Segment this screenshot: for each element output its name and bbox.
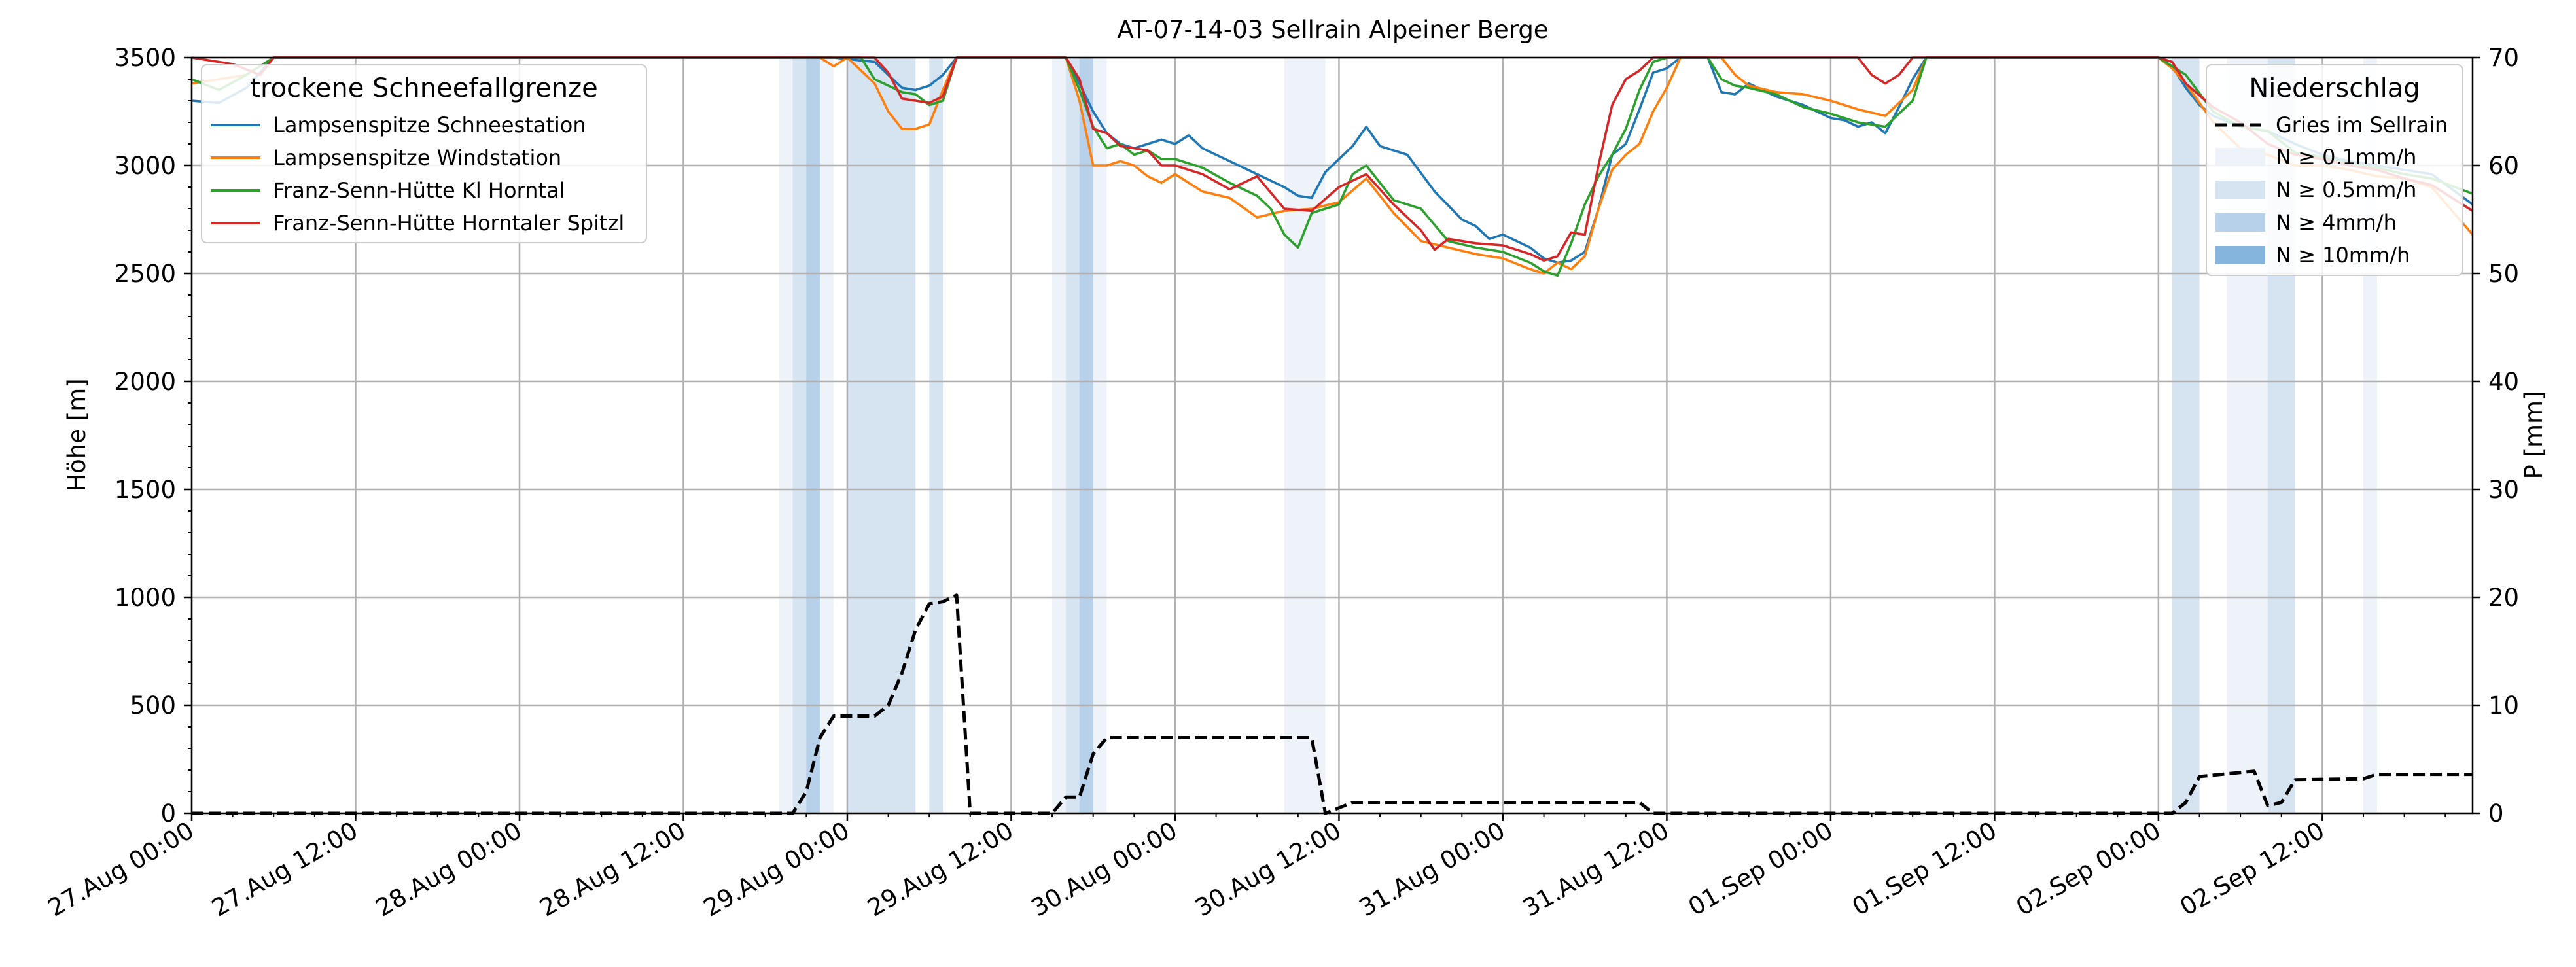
y-axis-left: 0 500 1000 1500 2000 2500 3000 3500 [115, 44, 192, 828]
legend-swatch [2215, 181, 2265, 199]
x-tick-label: 28.Aug 12:00 [535, 817, 690, 923]
legend-swatch [2215, 246, 2265, 264]
x-axis: 27.Aug 00:00 27.Aug 12:00 28.Aug 00:00 28.A… [43, 813, 2446, 923]
x-tick-label: 01.Sep 12:00 [1848, 817, 2002, 922]
y2-tick-label: 60 [2488, 152, 2519, 180]
y-tick-label: 3000 [115, 152, 176, 180]
legend-label: N ≥ 4mm/h [2276, 210, 2397, 235]
legend-swatch [2215, 148, 2265, 166]
y-axis-right: 0 10 20 30 40 50 60 70 [2473, 44, 2519, 828]
y2-tick-label: 20 [2488, 584, 2519, 612]
legend-label: Franz-Senn-Hütte Kl Horntal [273, 178, 565, 203]
y2-axis-label: P [mm] [2520, 391, 2548, 479]
y2-tick-label: 30 [2488, 476, 2519, 504]
precip-band [1079, 58, 1093, 813]
x-tick-label: 30.Aug 12:00 [1190, 817, 1346, 923]
legend-precipitation: Niederschlag Gries im Sellrain N ≥ 0.1mm/h… [2206, 64, 2463, 276]
x-tick-label: 29.Aug 12:00 [862, 817, 1018, 923]
precip-band [2172, 58, 2200, 813]
y2-tick-label: 50 [2488, 260, 2519, 288]
y-tick-label: 3500 [115, 44, 176, 72]
x-tick-label: 01.Sep 00:00 [1684, 817, 1837, 922]
y-tick-label: 2000 [115, 368, 176, 396]
precip-band [847, 58, 916, 813]
y-tick-label: 500 [130, 692, 176, 720]
legend-precipitation-title: Niederschlag [2249, 73, 2420, 103]
legend-label: Lampsenspitze Windstation [273, 145, 561, 170]
y-tick-label: 1500 [115, 476, 176, 504]
y-tick-label: 2500 [115, 260, 176, 288]
legend-label: N ≥ 0.5mm/h [2276, 177, 2416, 202]
precip-band [1284, 58, 1326, 813]
legend-precipitation-box [2206, 64, 2463, 276]
legend-label: Franz-Senn-Hütte Horntaler Spitzl [273, 211, 624, 236]
x-tick-label: 29.Aug 00:00 [699, 817, 855, 923]
legend-snow-line: trockene Schneefallgrenze Lampsenspitze S… [201, 64, 647, 243]
legend-snow-line-box [201, 64, 647, 243]
x-tick-label: 28.Aug 00:00 [371, 817, 527, 923]
x-tick-label: 31.Aug 00:00 [1354, 817, 1510, 923]
y2-tick-label: 10 [2488, 692, 2519, 720]
legend-label: Lampsenspitze Schneestation [273, 113, 586, 137]
y-tick-label: 1000 [115, 584, 176, 612]
y2-tick-label: 70 [2488, 44, 2519, 72]
chart-title: AT-07-14-03 Sellrain Alpeiner Berge [1117, 16, 1548, 44]
legend-label: N ≥ 10mm/h [2276, 243, 2410, 268]
y2-tick-label: 40 [2488, 368, 2519, 396]
x-tick-label: 02.Sep 12:00 [2176, 817, 2329, 922]
legend-label: Gries im Sellrain [2276, 113, 2448, 137]
y-axis-label: Höhe [m] [63, 378, 91, 491]
x-tick-label: 31.Aug 12:00 [1518, 817, 1674, 923]
precipitation-bands [779, 58, 2377, 813]
x-tick-label: 27.Aug 12:00 [207, 817, 362, 923]
x-tick-label: 02.Sep 00:00 [2011, 817, 2165, 922]
precip-band [806, 58, 820, 813]
y-tick-label: 0 [160, 800, 176, 828]
precip-band [929, 58, 944, 813]
plot-frame [190, 56, 2474, 815]
precip-line [192, 593, 2473, 815]
y2-tick-label: 0 [2488, 800, 2504, 828]
x-tick-label: 27.Aug 00:00 [43, 817, 199, 923]
legend-snow-line-title: trockene Schneefallgrenze [250, 73, 597, 103]
x-tick-label: 30.Aug 00:00 [1027, 817, 1182, 923]
legend-label: N ≥ 0.1mm/h [2276, 145, 2416, 169]
legend-swatch [2215, 213, 2265, 232]
